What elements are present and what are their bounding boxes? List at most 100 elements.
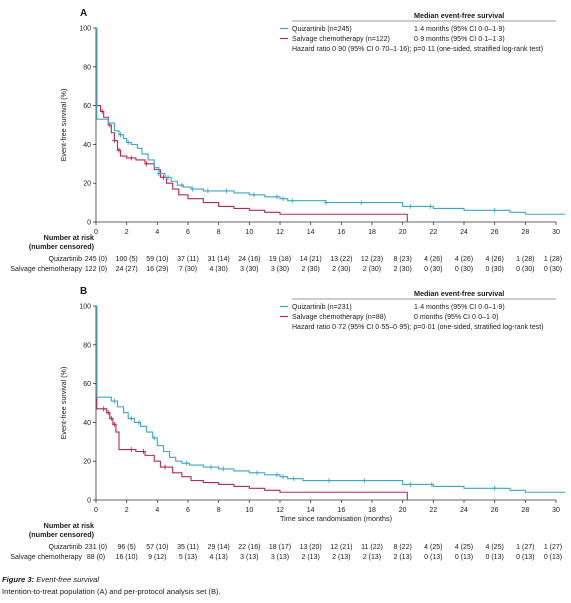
risk-cell: 12 (21) bbox=[330, 544, 352, 551]
risk-cell: 4 (25) bbox=[455, 544, 473, 551]
censor-mark bbox=[116, 147, 122, 153]
figure-caption-subtitle: Intention-to-treat population (A) and pe… bbox=[2, 587, 221, 596]
x-tick-label: 6 bbox=[186, 507, 190, 514]
risk-cell: 7 (30) bbox=[179, 266, 197, 273]
x-tick-label: 30 bbox=[552, 229, 560, 236]
x-tick-label: 0 bbox=[94, 507, 98, 514]
risk-cell: 0 (30) bbox=[424, 266, 442, 273]
censor-mark bbox=[109, 416, 114, 421]
x-tick-label: 18 bbox=[368, 507, 376, 514]
censor-mark bbox=[126, 140, 131, 145]
x-tick-label: 26 bbox=[491, 507, 499, 514]
censor-mark bbox=[156, 171, 162, 176]
censor-mark bbox=[129, 155, 134, 161]
censor-mark bbox=[112, 398, 117, 404]
censor-mark bbox=[179, 182, 185, 188]
risk-cell: 5 (13) bbox=[179, 554, 197, 561]
figure-caption-title: Figure 3: Event-free survival bbox=[2, 575, 99, 584]
censor-mark bbox=[291, 476, 296, 482]
risk-cell: 0 (13) bbox=[455, 554, 473, 561]
legend-entry: Salvage chemotherapy (n=88) bbox=[292, 314, 386, 321]
censor-mark bbox=[290, 198, 295, 204]
risk-cell: 24 (16) bbox=[238, 256, 260, 263]
risk-cell: 0 (13) bbox=[516, 554, 534, 561]
censor-mark bbox=[362, 478, 367, 483]
risk-cell: 122 (0) bbox=[85, 266, 107, 273]
risk-cell: 1 (28) bbox=[516, 256, 534, 263]
x-tick-label: 22 bbox=[429, 229, 437, 236]
risk-cell: 19 (18) bbox=[269, 256, 291, 263]
risk-cell: 12 (23) bbox=[361, 256, 383, 263]
y-tick-label: 60 bbox=[83, 103, 91, 110]
censor-mark bbox=[190, 186, 195, 192]
censor-mark bbox=[492, 207, 497, 213]
figure-label: Figure 3: bbox=[2, 575, 35, 584]
risk-cell: 4 (26) bbox=[455, 256, 473, 263]
legend-median: 0·9 months (95% CI 0·1–1·3) bbox=[414, 36, 505, 43]
y-axis-title: Event-free survival (%) bbox=[59, 89, 68, 162]
y-tick-label: 40 bbox=[83, 142, 91, 149]
x-tick-label: 14 bbox=[307, 229, 315, 236]
x-tick-label: 4 bbox=[155, 507, 159, 514]
risk-cell: 231 (0) bbox=[85, 544, 107, 551]
censor-mark bbox=[101, 406, 106, 412]
risk-cell: 31 (14) bbox=[208, 256, 230, 263]
risk-cell: 2 (30) bbox=[363, 266, 381, 273]
risk-cell: 3 (13) bbox=[271, 554, 289, 561]
x-tick-label: 18 bbox=[368, 229, 376, 236]
risk-cell: 0 (30) bbox=[516, 266, 534, 273]
x-tick-label: 20 bbox=[399, 229, 407, 236]
legend-entry: Quizartinib (n=231) bbox=[292, 304, 352, 311]
censor-mark bbox=[144, 161, 149, 167]
x-tick-label: 4 bbox=[155, 229, 159, 236]
censor-mark bbox=[129, 416, 134, 421]
risk-cell: 4 (26) bbox=[486, 256, 504, 263]
risk-table-header: Number at risk bbox=[44, 521, 94, 530]
censor-mark bbox=[136, 420, 142, 425]
risk-cell: 29 (14) bbox=[208, 544, 230, 551]
legend-entry: Quizartinib (n=245) bbox=[292, 26, 352, 33]
x-tick-label: 6 bbox=[186, 229, 190, 236]
risk-cell: 13 (22) bbox=[330, 256, 352, 263]
risk-cell: 100 (5) bbox=[116, 256, 138, 263]
risk-cell: 2 (30) bbox=[394, 266, 412, 273]
censor-mark bbox=[112, 421, 117, 427]
series-line-quizartinib bbox=[96, 305, 566, 493]
legend-median: 0 months (95% CI 0·0–1·0) bbox=[414, 314, 498, 321]
censor-mark bbox=[274, 472, 280, 478]
risk-row-label: Quizartinib bbox=[49, 256, 83, 263]
x-tick-label: 10 bbox=[245, 229, 253, 236]
censor-mark bbox=[129, 447, 134, 452]
x-axis-title: Time since randomisation (months) bbox=[280, 514, 392, 523]
risk-cell: 3 (13) bbox=[240, 554, 258, 561]
x-tick-label: 16 bbox=[337, 229, 345, 236]
risk-cell: 2 (13) bbox=[302, 554, 320, 561]
y-tick-label: 0 bbox=[87, 220, 91, 227]
censor-mark bbox=[112, 138, 117, 143]
risk-cell: 0 (13) bbox=[544, 554, 562, 561]
risk-cell: 88 (0) bbox=[87, 554, 105, 561]
risk-cell: 13 (20) bbox=[300, 544, 322, 551]
censor-mark bbox=[205, 188, 211, 194]
risk-cell: 2 (13) bbox=[363, 554, 381, 561]
risk-cell: 4 (26) bbox=[424, 256, 442, 263]
censor-mark bbox=[408, 204, 413, 209]
y-tick-label: 100 bbox=[79, 304, 91, 311]
x-tick-label: 20 bbox=[399, 507, 407, 514]
censor-mark bbox=[141, 449, 146, 454]
x-tick-label: 26 bbox=[491, 229, 499, 236]
censor-mark bbox=[221, 466, 226, 472]
risk-cell: 0 (13) bbox=[486, 554, 504, 561]
y-tick-label: 20 bbox=[83, 459, 91, 466]
censor-mark bbox=[326, 478, 332, 483]
risk-cell: 4 (30) bbox=[210, 266, 228, 273]
x-tick-label: 28 bbox=[521, 229, 529, 236]
legend-median: 1·4 months (95% CI 0·0–1·9) bbox=[414, 304, 505, 311]
risk-cell: 18 (17) bbox=[269, 544, 291, 551]
y-tick-label: 100 bbox=[79, 26, 91, 33]
censor-mark bbox=[106, 410, 111, 416]
legend-header: Median event-free survival bbox=[414, 289, 504, 298]
risk-cell: 24 (27) bbox=[116, 266, 138, 273]
censor-mark bbox=[184, 460, 189, 466]
